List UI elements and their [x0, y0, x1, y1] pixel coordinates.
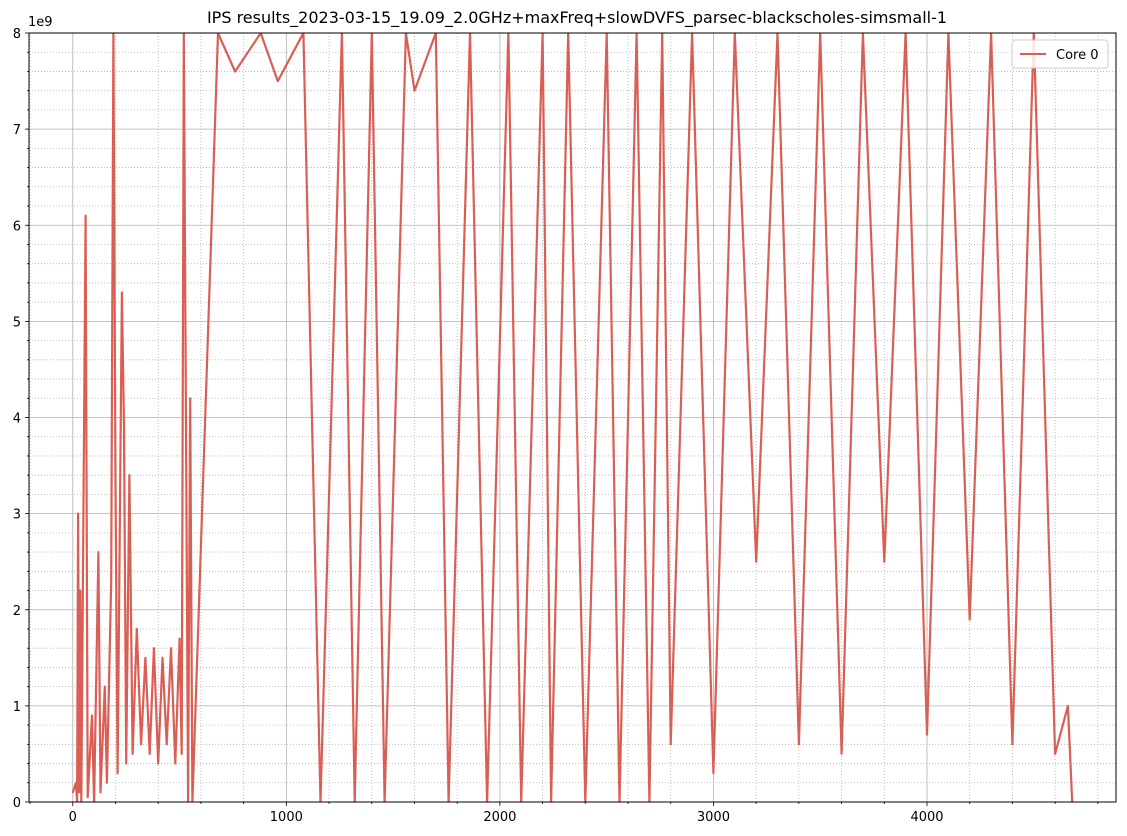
y-tick-label: 8: [13, 27, 21, 42]
data-point: [174, 762, 177, 765]
data-point: [97, 551, 100, 553]
chart-title: IPS results_2023-03-15_19.09_2.0GHz+maxF…: [207, 8, 947, 28]
data-point: [77, 512, 79, 515]
data-point: [140, 743, 143, 746]
data-point: [1067, 705, 1069, 707]
data-point: [91, 714, 93, 717]
data-point: [1011, 743, 1014, 746]
legend-label: Core 0: [1056, 48, 1099, 63]
y-offset-label: 1e9: [28, 15, 53, 30]
data-point: [116, 772, 119, 775]
data-point: [75, 781, 77, 784]
data-point: [148, 753, 151, 755]
data-point: [1054, 753, 1056, 755]
data-point: [926, 733, 928, 736]
data-point: [131, 753, 134, 755]
y-axis: 0 1 2 3 4 5 6 7 8: [13, 27, 29, 811]
data-point: [161, 656, 164, 659]
data-point: [157, 762, 160, 765]
data-point: [165, 743, 168, 746]
data-point: [78, 791, 81, 794]
x-tick-label: 3000: [697, 810, 730, 825]
data-point: [71, 791, 74, 794]
data-point: [712, 772, 715, 775]
data-point: [189, 397, 192, 400]
legend: Core 0: [1011, 39, 1109, 69]
y-tick-label: 6: [13, 219, 21, 234]
x-axis: 0 1000 2000 3000 4000: [29, 802, 1099, 825]
data-point: [125, 762, 128, 765]
data-point: [121, 291, 123, 294]
series-line-core-0: [71, 33, 1074, 802]
data-point: [840, 753, 843, 755]
data-point: [755, 560, 758, 563]
y-tick-label: 2: [13, 604, 21, 619]
data-point: [79, 589, 82, 592]
legend-box: [1011, 39, 1109, 69]
x-tick-label: 0: [69, 810, 77, 825]
x-tick-label: 4000: [910, 810, 943, 825]
data-point: [84, 214, 87, 217]
data-point: [135, 628, 138, 630]
data-point: [128, 474, 131, 477]
data-point: [86, 796, 89, 799]
data-point: [110, 580, 113, 582]
y-tick-label: 3: [13, 508, 21, 523]
y-tick-label: 4: [13, 412, 21, 427]
data-point: [123, 426, 125, 428]
y-tick-label: 1: [13, 700, 21, 715]
data-point: [153, 647, 155, 650]
x-tick-label: 2000: [483, 810, 516, 825]
y-tick-label: 5: [13, 315, 21, 330]
data-point: [413, 89, 416, 92]
data-point: [669, 743, 672, 746]
data-point: [234, 70, 237, 73]
x-tick-label: 1000: [270, 810, 303, 825]
data-point: [968, 618, 971, 621]
data-point: [178, 637, 181, 640]
data-point: [276, 80, 279, 82]
data-point: [99, 791, 102, 794]
y-tick-label: 7: [13, 123, 21, 138]
data-point: [103, 685, 106, 688]
data-point: [798, 743, 800, 746]
data-point: [144, 656, 147, 659]
data-point: [106, 781, 108, 784]
data-point: [114, 483, 117, 486]
data-point: [180, 753, 183, 755]
data-point: [170, 647, 172, 650]
data-point: [883, 560, 886, 563]
y-tick-label: 0: [13, 796, 21, 811]
